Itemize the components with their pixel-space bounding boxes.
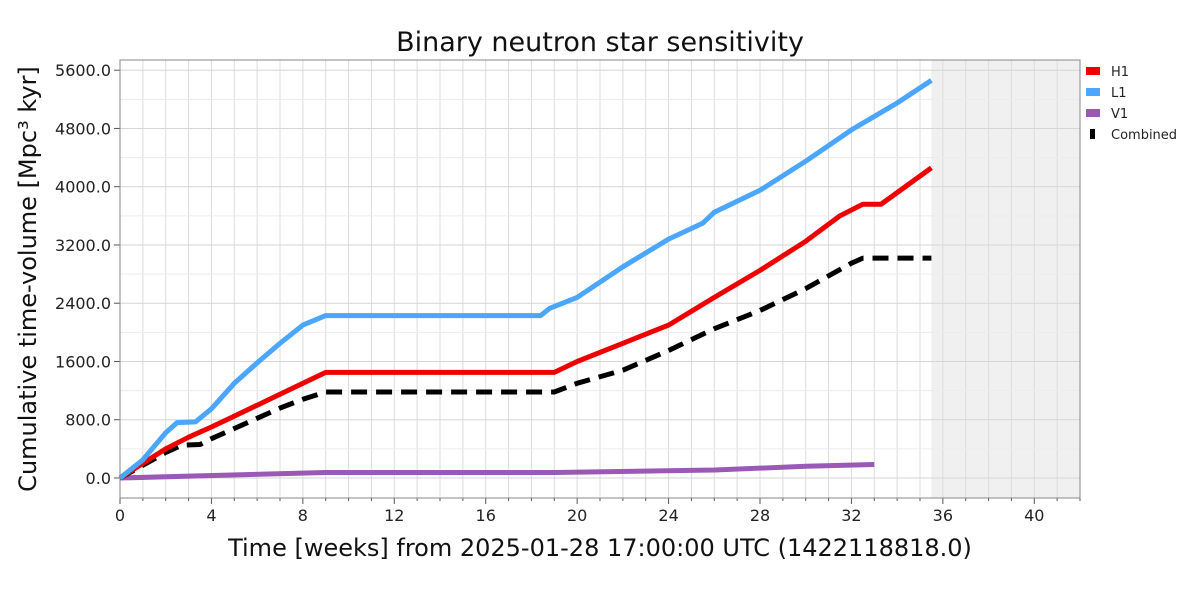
x-tick-label: 4 [206,506,216,525]
legend-swatch [1090,129,1095,139]
plot-frame [119,59,1081,499]
series-line-combined [118,255,932,481]
legend-swatch [1086,88,1100,96]
y-tick-label: 5600.0 [55,61,111,80]
series-line-l1 [118,78,933,480]
y-axis-label: Cumulative time-volume [Mpc³ kyr] [14,66,42,492]
x-tick-label: 40 [1024,506,1044,525]
y-tick-label: 4000.0 [55,178,111,197]
legend-label-h1: H1 [1111,65,1129,80]
y-tick-label: 1600.0 [55,352,111,371]
axes: 0 4 8 12 16 20 24 28 32 36 40 0.0 800.0 1600.0 2400.0 3… [55,59,1081,525]
y-tick-label: 2400.0 [55,294,111,313]
series-line-v1 [119,462,875,481]
x-tick-label: 12 [384,506,404,525]
x-tick-label: 0 [115,506,125,525]
series-layer [118,78,933,481]
chart-title: Binary neutron star sensitivity [396,27,804,58]
x-tick-label: 8 [298,506,308,525]
legend-label-v1: V1 [1111,107,1128,122]
legend-swatch [1086,67,1100,75]
legend-swatch [1086,109,1100,117]
legend: H1 L1 V1 Combined [1086,65,1177,143]
legend-label-l1: L1 [1111,86,1127,101]
shaded-region [931,60,1080,498]
y-tick-label: 4800.0 [55,119,111,138]
x-tick-label: 16 [476,506,496,525]
y-tick-label: 3200.0 [55,236,111,255]
y-tick-label: 0.0 [86,469,111,488]
legend-label-combined: Combined [1111,128,1177,143]
x-tick-label: 20 [567,506,587,525]
x-tick-label: 32 [841,506,861,525]
series-line-h1 [118,165,933,481]
y-tick-label: 800.0 [65,411,111,430]
grid [119,60,1081,498]
x-axis-label: Time [weeks] from 2025-01-28 17:00:00 UT… [227,534,972,562]
x-tick-label: 24 [658,506,678,525]
x-tick-label: 28 [750,506,770,525]
x-tick-label: 36 [933,506,953,525]
